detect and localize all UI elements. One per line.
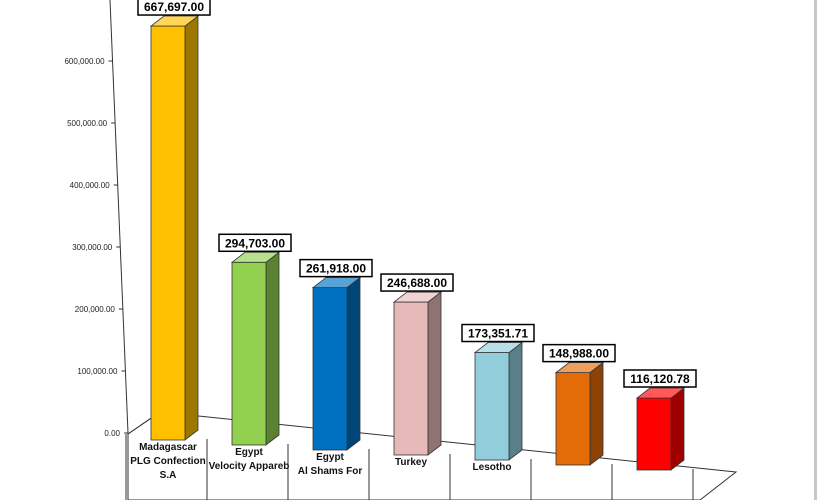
bar-side [184,15,199,441]
bar-side [589,361,604,466]
category-label: Velocity Appareb [209,461,290,472]
data-label-box [218,233,292,253]
bar-top [554,362,605,374]
y-tick-label: 500,000.00 [67,119,108,128]
data-label-box [623,369,697,388]
category-label: S.A [160,470,177,481]
y-tick-label: 600,000.00 [64,57,105,66]
bar-top [473,342,524,353]
data-label: 148,988.00 [549,347,609,361]
bar [554,361,605,466]
bar-top [392,291,443,303]
bar-side [346,276,361,451]
bar-side [670,387,685,471]
bar-front [393,301,429,456]
data-label: 667,697.00 [144,0,204,14]
y-tick-label: 400,000.00 [70,181,111,190]
bar [635,387,686,471]
data-label-box [461,323,535,343]
category-label: Al Shams For [298,466,363,477]
data-label: 294,703.00 [225,236,285,250]
chart-floor: Madagascar PLG Confection S.A Egypt Velocity… [125,411,738,500]
bar-top [149,15,200,27]
bar [392,291,443,456]
bar-top [635,387,686,399]
bar-top [230,251,281,263]
data-label-box [542,343,616,363]
data-label: 173,351.71 [468,327,528,341]
data-label: 261,918.00 [306,262,366,276]
value-axis-line [109,0,129,434]
bar-front [636,397,672,471]
bar-front [150,25,186,441]
bar [311,276,362,451]
bar-top [311,277,362,289]
bar [473,341,524,461]
category-label: Turkey [395,457,427,468]
data-label-box [380,273,454,292]
y-tick-label: 0.00 [104,429,120,438]
category-label: Egypt [316,452,344,463]
data-label-box [137,0,211,16]
bar [149,15,200,441]
bars [149,15,686,471]
data-label: 246,688.00 [387,276,447,290]
category-label: Madagascar [139,442,197,453]
value-axis: 0.00 100,000.00 200,000.00 300,000.00 400,00… [64,0,129,438]
bar-side [265,251,280,446]
bar-front [312,287,348,451]
bar-front [231,261,267,446]
bar-front [555,372,591,466]
data-label-box [299,258,373,278]
category-label: Lesotho [473,462,512,473]
bar-front [474,352,510,461]
category-label: PLG Confection [130,456,206,467]
bar [230,251,281,446]
bar-side [508,341,523,461]
category-label: Egypt [235,447,263,458]
data-label: 116,120.78 [630,372,690,386]
y-tick-label: 200,000.00 [75,305,116,314]
data-labels: 667,697.00 294,703.00 261,918.00 246,688.00… [137,0,697,388]
y-tick-label: 300,000.00 [72,243,113,252]
y-tick-label: 100,000.00 [77,367,118,376]
bar-side [427,291,442,456]
